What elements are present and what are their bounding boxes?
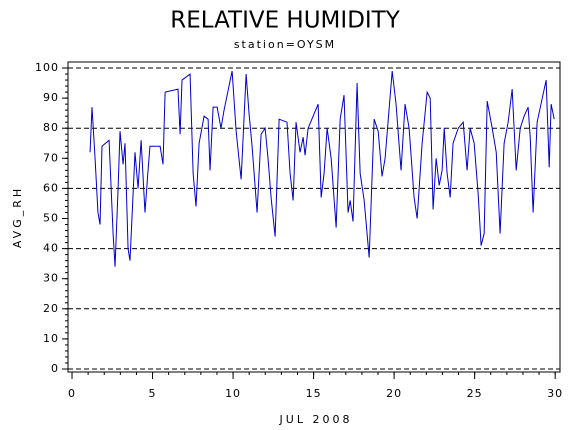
y-tick-label: 60 bbox=[43, 181, 59, 194]
chart-title: RELATIVE HUMIDITY bbox=[170, 8, 401, 34]
y-tick-label: 100 bbox=[35, 61, 59, 74]
data-line bbox=[89, 70, 555, 267]
y-tick-label: 90 bbox=[43, 91, 59, 104]
x-tick-label: 15 bbox=[306, 387, 322, 400]
x-tick-label: 25 bbox=[467, 387, 483, 400]
y-tick-label: 40 bbox=[43, 242, 59, 255]
x-tick-label: 30 bbox=[547, 387, 563, 400]
y-tick-label: 30 bbox=[43, 272, 59, 285]
y-tick-label: 10 bbox=[43, 332, 59, 345]
x-tick-label: 0 bbox=[68, 387, 76, 400]
y-tick-label: 80 bbox=[43, 121, 59, 134]
y-tick-label: 20 bbox=[43, 302, 59, 315]
y-tick-label: 0 bbox=[51, 362, 59, 375]
y-tick-label: 70 bbox=[43, 151, 59, 164]
chart-subtitle: station=OYSM bbox=[234, 38, 336, 51]
y-axis-label: AVG_RH bbox=[11, 186, 24, 248]
x-tick-label: 5 bbox=[149, 387, 157, 400]
x-tick-label: 10 bbox=[225, 387, 241, 400]
y-tick-label: 50 bbox=[43, 212, 59, 225]
x-tick-label: 20 bbox=[386, 387, 402, 400]
plot-frame bbox=[67, 61, 561, 373]
x-axis-label: JUL 2008 bbox=[279, 413, 353, 426]
